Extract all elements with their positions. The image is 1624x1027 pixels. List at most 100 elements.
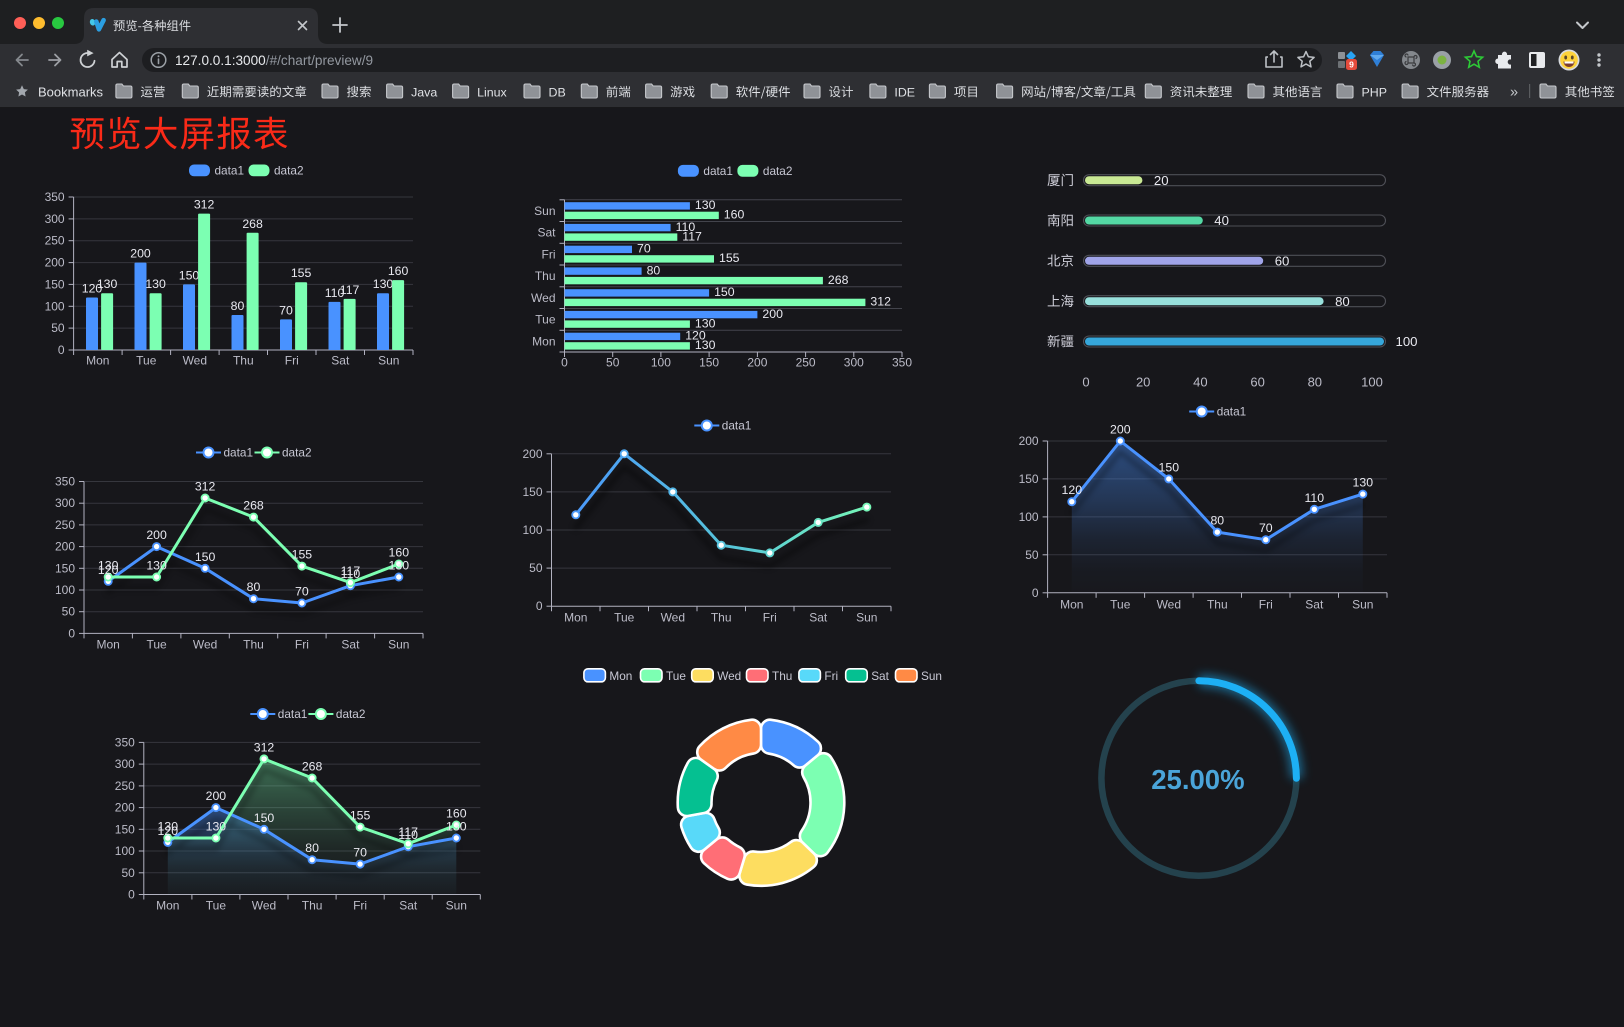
svg-text:350: 350 (45, 190, 65, 204)
svg-text:80: 80 (231, 299, 245, 313)
svg-text:Mon: Mon (156, 899, 179, 913)
svg-text:Mon: Mon (532, 334, 555, 348)
svg-text:data2: data2 (282, 446, 312, 460)
svg-text:200: 200 (206, 789, 227, 803)
svg-text:0: 0 (1082, 375, 1089, 390)
svg-text:150: 150 (179, 268, 200, 282)
svg-text:Fri: Fri (542, 248, 556, 262)
svg-text:268: 268 (242, 217, 263, 231)
svg-text:data2: data2 (274, 164, 304, 178)
svg-text:155: 155 (292, 548, 313, 562)
svg-text:200: 200 (146, 528, 167, 542)
svg-text:0: 0 (561, 356, 568, 370)
svg-text:50: 50 (62, 605, 76, 619)
svg-text:268: 268 (302, 760, 323, 774)
svg-text:160: 160 (388, 264, 409, 278)
svg-text:150: 150 (254, 811, 275, 825)
svg-text:0: 0 (536, 599, 543, 613)
svg-text:Tue: Tue (535, 313, 556, 327)
svg-text:Tue: Tue (206, 899, 227, 913)
svg-text:Sun: Sun (388, 638, 409, 652)
svg-text:Sat: Sat (871, 669, 889, 683)
svg-text:Sun: Sun (921, 669, 942, 683)
svg-text:130: 130 (1353, 476, 1374, 490)
svg-text:312: 312 (194, 198, 215, 212)
svg-text:200: 200 (762, 307, 783, 321)
svg-text:120: 120 (98, 563, 119, 577)
svg-text:300: 300 (55, 496, 75, 510)
svg-text:100: 100 (1396, 334, 1418, 349)
svg-text:150: 150 (195, 550, 216, 564)
svg-text:150: 150 (714, 285, 735, 299)
svg-text:Fri: Fri (1259, 598, 1273, 612)
svg-text:Mon: Mon (86, 354, 109, 368)
svg-text:Sat: Sat (809, 611, 828, 625)
svg-text:80: 80 (647, 263, 661, 277)
svg-text:Linux: Linux (477, 86, 507, 100)
svg-text:268: 268 (828, 273, 849, 287)
svg-text:60: 60 (1275, 254, 1290, 269)
svg-text:110: 110 (676, 220, 696, 234)
svg-text:70: 70 (637, 242, 651, 256)
svg-text:data1: data1 (215, 164, 245, 178)
svg-text:20: 20 (1136, 375, 1150, 390)
svg-text:Thu: Thu (302, 899, 323, 913)
svg-text:268: 268 (243, 499, 264, 513)
svg-text:117: 117 (398, 825, 418, 839)
svg-text:Wed: Wed (661, 611, 685, 625)
svg-text:data1: data1 (278, 707, 308, 721)
svg-text:117: 117 (341, 564, 361, 578)
svg-text:300: 300 (45, 212, 65, 226)
svg-text:data2: data2 (336, 707, 366, 721)
svg-text:130: 130 (695, 198, 716, 212)
svg-text:150: 150 (699, 356, 719, 370)
svg-text:300: 300 (115, 757, 135, 771)
svg-text:DB: DB (549, 86, 566, 100)
svg-text:350: 350 (55, 475, 75, 489)
svg-text:110: 110 (325, 286, 345, 300)
svg-text:70: 70 (353, 846, 367, 860)
svg-text:0: 0 (128, 888, 135, 902)
svg-text:155: 155 (350, 809, 371, 823)
svg-text:Tue: Tue (146, 638, 167, 652)
svg-text:70: 70 (279, 303, 293, 317)
svg-text:Sat: Sat (341, 638, 360, 652)
svg-text:Tue: Tue (614, 611, 635, 625)
svg-text:100: 100 (55, 583, 75, 597)
svg-text:Wed: Wed (1157, 598, 1181, 612)
svg-text:200: 200 (130, 247, 151, 261)
svg-text:50: 50 (121, 866, 135, 880)
svg-text:Tue: Tue (1110, 598, 1131, 612)
svg-text:9: 9 (1349, 60, 1354, 70)
svg-text:Thu: Thu (711, 611, 732, 625)
svg-text:50: 50 (606, 356, 620, 370)
svg-text:250: 250 (45, 234, 65, 248)
svg-text:200: 200 (115, 801, 135, 815)
svg-text:110: 110 (341, 567, 361, 581)
svg-text:25.00%: 25.00% (1151, 764, 1244, 795)
svg-text:Mon: Mon (97, 638, 120, 652)
svg-text:Wed: Wed (252, 899, 276, 913)
svg-text:Mon: Mon (1060, 598, 1083, 612)
svg-text:150: 150 (522, 485, 542, 499)
svg-text:Thu: Thu (772, 669, 792, 683)
svg-text:130: 130 (97, 277, 118, 291)
svg-text:Wed: Wed (193, 638, 217, 652)
svg-text:350: 350 (892, 356, 912, 370)
svg-text:350: 350 (115, 735, 135, 749)
svg-text:110: 110 (398, 828, 418, 842)
svg-text:100: 100 (1019, 510, 1039, 524)
svg-text:»: » (1510, 85, 1518, 101)
svg-text:300: 300 (844, 356, 864, 370)
svg-text:40: 40 (1214, 213, 1229, 228)
svg-text:50: 50 (529, 561, 543, 575)
svg-text:Fri: Fri (353, 899, 367, 913)
svg-text:80: 80 (247, 580, 261, 594)
svg-text:Thu: Thu (1207, 598, 1228, 612)
svg-text:Thu: Thu (233, 354, 254, 368)
svg-text:200: 200 (1110, 423, 1131, 437)
svg-text:Fri: Fri (295, 638, 309, 652)
svg-text:Mon: Mon (564, 611, 587, 625)
svg-text:155: 155 (719, 251, 740, 265)
svg-text:110: 110 (1304, 491, 1324, 505)
